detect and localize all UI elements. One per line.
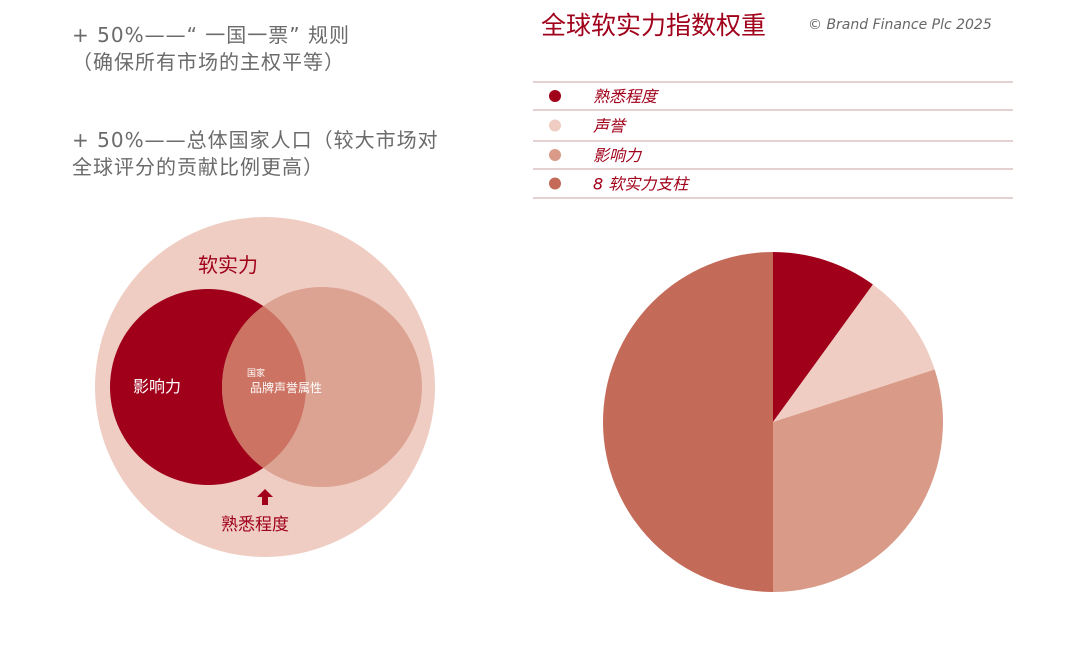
- venn-arrow: [257, 489, 273, 505]
- legend-swatch: [549, 149, 561, 161]
- legend-label: 影响力: [593, 146, 643, 165]
- venn-overlap: [222, 289, 306, 485]
- venn-bottom-label: 熟悉程度: [221, 514, 289, 535]
- paragraph: + 50%——总体国家人口（较大市场对全球评分的贡献比例更高）: [72, 128, 439, 179]
- pie-slice: [773, 369, 943, 592]
- legend-swatch: [549, 119, 561, 132]
- legend-label: 8 软实力支柱: [593, 175, 690, 194]
- chart-subtitle: © Brand Finance Plc 2025: [808, 17, 992, 33]
- paragraph: + 50%——“ 一国一票” 规则（确保所有市场的主权平等）: [72, 23, 351, 74]
- venn-overlap-small-label: 国家: [247, 367, 265, 379]
- pie-slice: [773, 252, 873, 422]
- legend-label: 熟悉程度: [593, 87, 660, 106]
- pie: [603, 252, 943, 592]
- pie-slice: [603, 252, 773, 592]
- chart-title: 全球软实力指数权重: [541, 11, 766, 40]
- legend-label: 声誉: [593, 117, 627, 136]
- venn-overlap-label: 品牌声誉属性: [250, 381, 322, 395]
- legend-swatch: [549, 177, 561, 190]
- venn-left-label: 影响力: [133, 377, 181, 396]
- venn-outer-label: 软实力: [198, 253, 258, 277]
- pie-slice: [773, 284, 935, 422]
- legend-swatch: [549, 90, 561, 102]
